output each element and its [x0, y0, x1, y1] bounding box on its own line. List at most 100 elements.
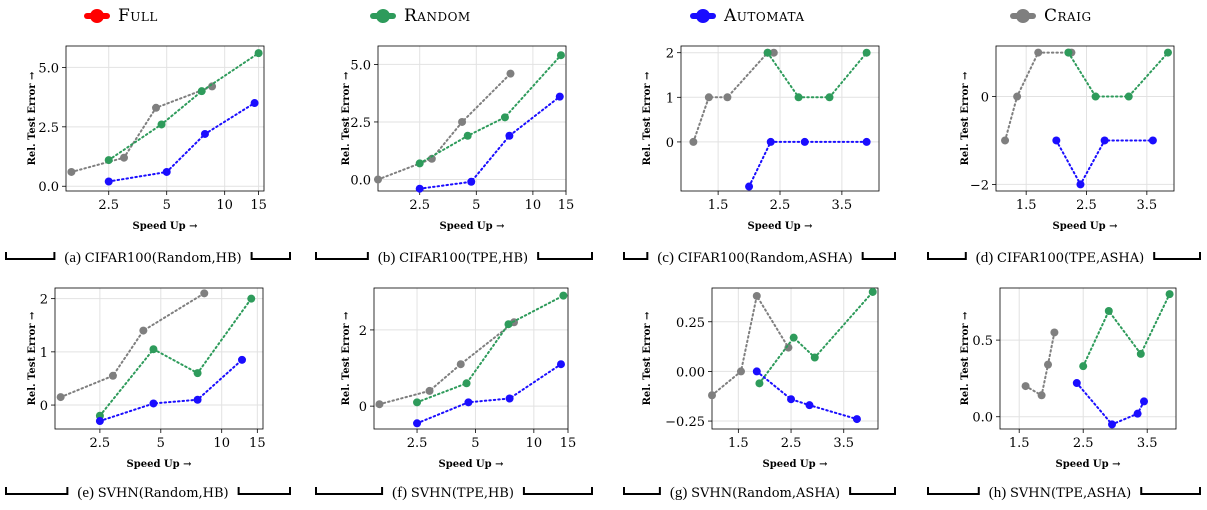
chart-a-caption-bracket-right [250, 252, 291, 260]
chart-d-xlabel: Speed Up → [1053, 221, 1119, 232]
chart-b-line-craig [377, 72, 512, 181]
chart-b-point-random-3 [556, 51, 565, 60]
chart-e-line-craig [59, 292, 206, 399]
chart-f-ytick-label-0: 0 [359, 400, 367, 415]
chart-f-ytick-label-1: 2 [359, 324, 367, 339]
chart-b-xtick-label-2: 10 [525, 198, 542, 213]
chart-d-point-automata-1 [1076, 180, 1085, 189]
chart-c-xtick-label-1: 2.5 [770, 198, 791, 213]
chart-f-caption-label: (f) [392, 485, 411, 501]
chart-a-point-automata-3 [250, 99, 259, 108]
chart-g-caption-label: (g) [670, 485, 691, 501]
chart-g-point-craig-1 [736, 367, 745, 376]
chart-f-point-automata-3 [556, 360, 565, 369]
chart-f-caption: (f) SVHN(TPE,HB) [392, 485, 514, 501]
chart-a-caption: (a) CIFAR100(Random,HB) [64, 250, 241, 266]
chart-h-point-automata-3 [1140, 397, 1148, 406]
chart-e-point-craig-1 [108, 371, 117, 380]
chart-h-point-random-2 [1136, 349, 1145, 358]
chart-e-xlabel: Speed Up → [127, 459, 193, 470]
chart-e-line-automata [98, 358, 243, 422]
chart-e-point-automata-1 [149, 399, 158, 408]
chart-f-point-random-1 [462, 379, 471, 388]
chart-h-xtick-label-2: 3.5 [1137, 436, 1158, 451]
chart-f-xtick-label-3: 15 [560, 436, 577, 451]
chart-f-xtick-label-2: 10 [526, 436, 543, 451]
chart-a-caption-dataset: CIFAR100(Random,HB) [85, 251, 242, 266]
chart-c-point-automata-3 [862, 137, 871, 146]
chart-c-line-random [766, 51, 868, 99]
legend-label-automata: Automata [724, 6, 805, 26]
chart-d-ylabel: Rel. Test Error → [960, 71, 971, 165]
chart-a-point-random-0 [104, 156, 113, 165]
chart-d-point-craig-1 [1013, 92, 1022, 101]
chart-b-caption-bracket-right [537, 252, 593, 260]
chart-c-point-craig-2 [723, 93, 732, 102]
chart-c-caption-label: (c) [657, 250, 677, 266]
chart-b-point-craig-2 [458, 117, 467, 126]
chart-b-point-automata-3 [555, 92, 564, 101]
chart-g-ylabel: Rel. Test Error → [642, 311, 653, 405]
chart-c-ylabel: Rel. Test Error → [642, 71, 653, 165]
chart-d-caption-dataset: CIFAR100(TPE,ASHA) [997, 251, 1144, 266]
chart-b-ytick-label-0: 0.0 [350, 173, 371, 188]
chart-g-xtick-label-0: 1.5 [728, 436, 749, 451]
chart-e-point-automata-2 [193, 395, 202, 404]
chart-a-point-random-3 [254, 49, 263, 58]
chart-g-point-craig-0 [708, 391, 716, 400]
chart-g-line-craig [711, 293, 790, 397]
chart-e-caption-dataset: SVHN(Random,HB) [98, 486, 229, 501]
chart-a-point-craig-2 [152, 103, 161, 112]
chart-c-point-automata-0 [745, 182, 754, 191]
chart-f-frame [373, 287, 569, 430]
legend-item-random: Random [370, 6, 471, 26]
chart-d-caption-bracket-left [927, 252, 967, 260]
chart-a-point-random-2 [197, 87, 206, 96]
chart-a-ytick-label-2: 5.0 [38, 61, 59, 76]
chart-a-xtick-label-3: 15 [250, 198, 267, 213]
chart-b-line-automata [418, 95, 561, 190]
chart-h-frame [999, 287, 1177, 430]
chart-h-caption-bracket-right [1140, 487, 1201, 495]
chart-f-point-automata-1 [464, 398, 473, 407]
chart-a-point-automata-1 [162, 167, 171, 176]
chart-d-point-random-0 [1064, 48, 1073, 57]
chart-h-point-craig-1 [1037, 391, 1046, 400]
chart-b-frame [377, 45, 567, 192]
chart-g-caption-bracket-left [623, 487, 661, 495]
chart-c-caption: (c) CIFAR100(Random,ASHA) [657, 250, 852, 266]
chart-g-point-random-1 [789, 333, 798, 342]
chart-b-point-craig-3 [506, 69, 515, 78]
chart-h-point-random-1 [1104, 306, 1113, 315]
chart-f-caption-bracket-right [522, 487, 593, 495]
chart-e-point-craig-2 [139, 326, 148, 335]
chart-d-point-craig-2 [1034, 48, 1043, 57]
chart-h-xtick-label-0: 1.5 [1009, 436, 1030, 451]
chart-g-point-automata-1 [787, 395, 796, 404]
chart-e-caption-bracket-left [5, 487, 69, 495]
chart-b-caption-bracket-left [315, 252, 369, 260]
chart-a-ytick-label-0: 0.0 [38, 180, 59, 195]
chart-f-line-random [416, 294, 565, 404]
chart-e-xtick-label-0: 2.5 [90, 436, 111, 451]
chart-h-xlabel: Speed Up → [1056, 459, 1122, 470]
chart-c-caption-bracket-left [623, 252, 649, 260]
chart-d-caption-bracket-right [1153, 252, 1201, 260]
chart-a-frame [65, 45, 265, 192]
chart-g-frame [711, 287, 879, 430]
chart-d-caption-label: (d) [976, 250, 997, 266]
chart-d-caption: (d) CIFAR100(TPE,ASHA) [976, 250, 1144, 266]
chart-a-caption-bracket-left [5, 252, 56, 260]
chart-c-xtick-label-2: 3.5 [832, 198, 853, 213]
chart-b-xtick-label-3: 15 [558, 198, 575, 213]
chart-c-xtick-label-0: 1.5 [708, 198, 729, 213]
chart-b-ylabel: Rel. Test Error → [341, 71, 352, 165]
chart-e-xtick-label-3: 15 [249, 436, 266, 451]
chart-e-point-random-1 [149, 345, 158, 354]
chart-c-ytick-label-0: 0 [666, 136, 674, 151]
chart-f-caption-bracket-left [315, 487, 384, 495]
chart-f-line-craig [378, 321, 515, 406]
chart-b-point-craig-1 [427, 154, 436, 163]
chart-a-point-craig-3 [208, 82, 217, 91]
chart-g-caption-dataset: SVHN(Random,ASHA) [691, 486, 840, 501]
